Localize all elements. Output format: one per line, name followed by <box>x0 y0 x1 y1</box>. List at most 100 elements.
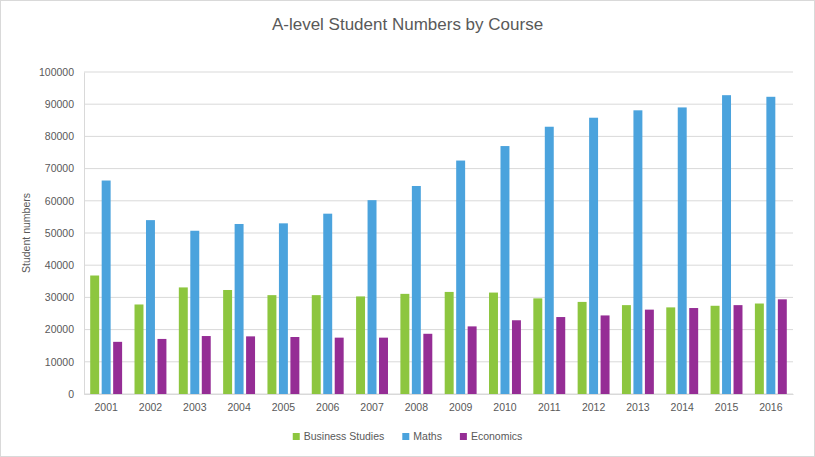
x-tick-label: 2016 <box>759 401 783 413</box>
legend: Business StudiesMathsEconomics <box>293 430 523 442</box>
grid-line <box>84 104 793 105</box>
bar <box>622 305 631 394</box>
bar <box>157 339 166 394</box>
bar-series <box>102 95 776 394</box>
x-tick-label: 2001 <box>94 401 118 413</box>
bar <box>356 296 365 394</box>
bar <box>722 95 731 394</box>
x-tick: 2010 <box>493 394 517 413</box>
y-tick: 0 <box>68 388 84 400</box>
x-axis: 2001 2002 2003 2004 2005 2006 2007 2008 2009 2010… <box>85 394 794 413</box>
x-axis-line <box>85 394 794 395</box>
bar <box>235 224 244 394</box>
x-tick-label: 2003 <box>183 401 207 413</box>
bar <box>689 308 698 394</box>
bar <box>601 315 610 394</box>
y-tick: 20000 <box>45 323 84 335</box>
x-tick: 2012 <box>582 394 606 413</box>
bar <box>556 317 565 394</box>
x-tick-label: 2014 <box>671 401 695 413</box>
bar <box>533 298 542 394</box>
bar <box>633 110 642 394</box>
bar <box>456 161 465 394</box>
bar <box>545 127 554 394</box>
x-tick-label: 2010 <box>493 401 517 413</box>
chart: 0100002000030000400005000060000700008000… <box>0 0 815 457</box>
y-tick-label: 50000 <box>45 227 74 239</box>
y-tick: 10000 <box>45 356 84 368</box>
y-tick-label: 0 <box>68 388 74 400</box>
y-tick-label: 80000 <box>45 130 74 142</box>
bar <box>290 337 299 394</box>
y-tick-label: 20000 <box>45 323 74 335</box>
plot-area: 0100002000030000400005000060000700008000… <box>39 66 794 414</box>
bar <box>445 292 454 394</box>
x-tick: 2014 <box>671 394 695 413</box>
bar <box>335 338 344 394</box>
bar <box>102 181 111 394</box>
x-tick: 2013 <box>626 394 650 413</box>
bar <box>755 304 764 394</box>
y-tick: 30000 <box>45 291 84 303</box>
x-tick-label: 2011 <box>538 401 561 413</box>
x-tick: 2005 <box>272 394 296 413</box>
bar-series <box>113 299 787 394</box>
bars <box>90 95 787 394</box>
bar <box>589 118 598 394</box>
x-tick-label: 2004 <box>227 401 251 413</box>
legend-swatch <box>293 433 300 440</box>
bar <box>279 223 288 394</box>
x-tick-label: 2002 <box>139 401 163 413</box>
y-tick: 80000 <box>45 130 84 142</box>
bar <box>113 342 122 394</box>
x-tick-label: 2005 <box>272 401 296 413</box>
bar <box>412 186 421 394</box>
y-tick: 90000 <box>45 98 84 110</box>
legend-label: Economics <box>471 430 522 442</box>
y-tick: 100000 <box>39 66 84 78</box>
bar <box>223 290 232 394</box>
x-tick: 2007 <box>360 394 384 413</box>
y-tick-label: 60000 <box>45 195 74 207</box>
x-tick-label: 2007 <box>360 401 384 413</box>
x-tick-label: 2006 <box>316 401 340 413</box>
bar <box>267 295 276 394</box>
bar <box>678 107 687 394</box>
bar <box>578 302 587 394</box>
title: A-level Student Numbers by Course <box>272 15 543 34</box>
x-tick: 2009 <box>449 394 473 413</box>
y-tick: 70000 <box>45 162 84 174</box>
background <box>1 1 815 457</box>
bar <box>379 338 388 394</box>
x-tick: 2015 <box>715 394 739 413</box>
bar <box>423 334 432 394</box>
bar <box>489 293 498 394</box>
x-tick: 2004 <box>227 394 251 413</box>
x-tick-label: 2009 <box>449 401 473 413</box>
legend-swatch <box>460 433 467 440</box>
x-tick: 2006 <box>316 394 340 413</box>
bar <box>179 287 188 394</box>
y-axis-line <box>84 73 85 395</box>
bar <box>312 295 321 394</box>
bar <box>734 305 743 394</box>
x-tick-label: 2013 <box>626 401 650 413</box>
y-tick-label: 30000 <box>45 291 74 303</box>
bar <box>778 299 787 394</box>
bar <box>202 336 211 394</box>
bar <box>135 304 144 394</box>
bar <box>468 326 477 394</box>
bar <box>190 231 199 394</box>
bar <box>368 200 377 394</box>
y-tick-label: 100000 <box>39 66 74 78</box>
bar <box>666 307 675 394</box>
y-axis-title: Student numbers <box>20 193 32 273</box>
y-tick-label: 90000 <box>45 98 74 110</box>
bar <box>645 310 654 394</box>
bar <box>246 336 255 394</box>
x-tick-label: 2008 <box>405 401 429 413</box>
x-tick: 2002 <box>139 394 163 413</box>
legend-swatch <box>402 433 409 440</box>
bar <box>512 320 521 394</box>
legend-label: Maths <box>413 430 442 442</box>
